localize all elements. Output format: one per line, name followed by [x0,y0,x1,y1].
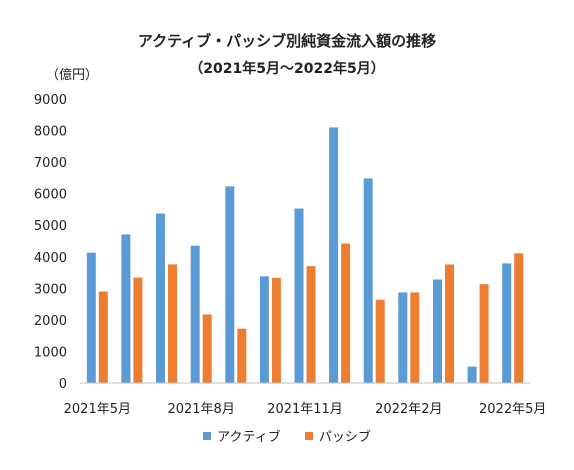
y-tick-label: 7000 [34,156,67,171]
bar-passive [133,277,143,383]
bar-passive [306,266,316,383]
y-tick-label: 4000 [34,251,67,266]
y-tick-label: 3000 [34,282,67,297]
bar-passive [341,243,351,383]
bar-passive [445,264,454,383]
legend: アクティブ パッシブ [0,426,574,445]
y-tick-label: 8000 [34,125,67,140]
legend-swatch-active [203,431,212,440]
bar-passive [168,264,177,383]
bar-passive [479,284,489,383]
bar-active [225,186,235,383]
legend-item-passive: パッシブ [304,426,371,445]
y-axis-unit-label: （億円） [46,68,99,83]
x-tick-label: 2022年2月 [375,402,442,417]
bar-active [259,276,269,383]
y-tick-label: 1000 [34,345,67,360]
bar-active [86,252,96,383]
x-tick-label: 2021年11月 [267,402,343,417]
x-tick-label: 2022年5月 [479,402,546,417]
bar-passive [237,328,247,383]
y-tick-label: 2000 [34,314,67,329]
legend-swatch-passive [304,431,313,440]
bar-active [121,234,131,383]
bar-active [190,245,200,383]
x-tick-label: 2021年8月 [167,402,234,417]
bar-active [398,292,408,383]
bar-passive [514,253,524,383]
y-tick-label: 6000 [34,188,67,203]
legend-label-active: アクティブ [217,430,281,445]
bar-passive [375,299,385,383]
bar-active [502,263,512,383]
chart-subtitle: （2021年5月～2022年5月） [189,61,385,77]
chart-title: アクティブ・パッシブ別純資金流入額の推移 [137,32,437,50]
y-tick-label: 5000 [34,219,67,234]
y-tick-label: 9000 [34,93,67,108]
bar-active [329,127,339,384]
bar-passive [98,291,108,383]
legend-item-active: アクティブ [203,426,281,445]
bar-active [363,178,373,383]
bar-active [467,366,477,383]
y-tick-label: 0 [59,377,67,392]
bar-active [294,208,304,383]
bar-active [433,279,442,383]
x-tick-label: 2021年5月 [64,402,131,417]
legend-label-passive: パッシブ [318,430,371,445]
bar-passive [271,277,281,383]
bar-passive [202,314,212,383]
bar-passive [410,292,420,383]
bar-active [156,213,165,383]
